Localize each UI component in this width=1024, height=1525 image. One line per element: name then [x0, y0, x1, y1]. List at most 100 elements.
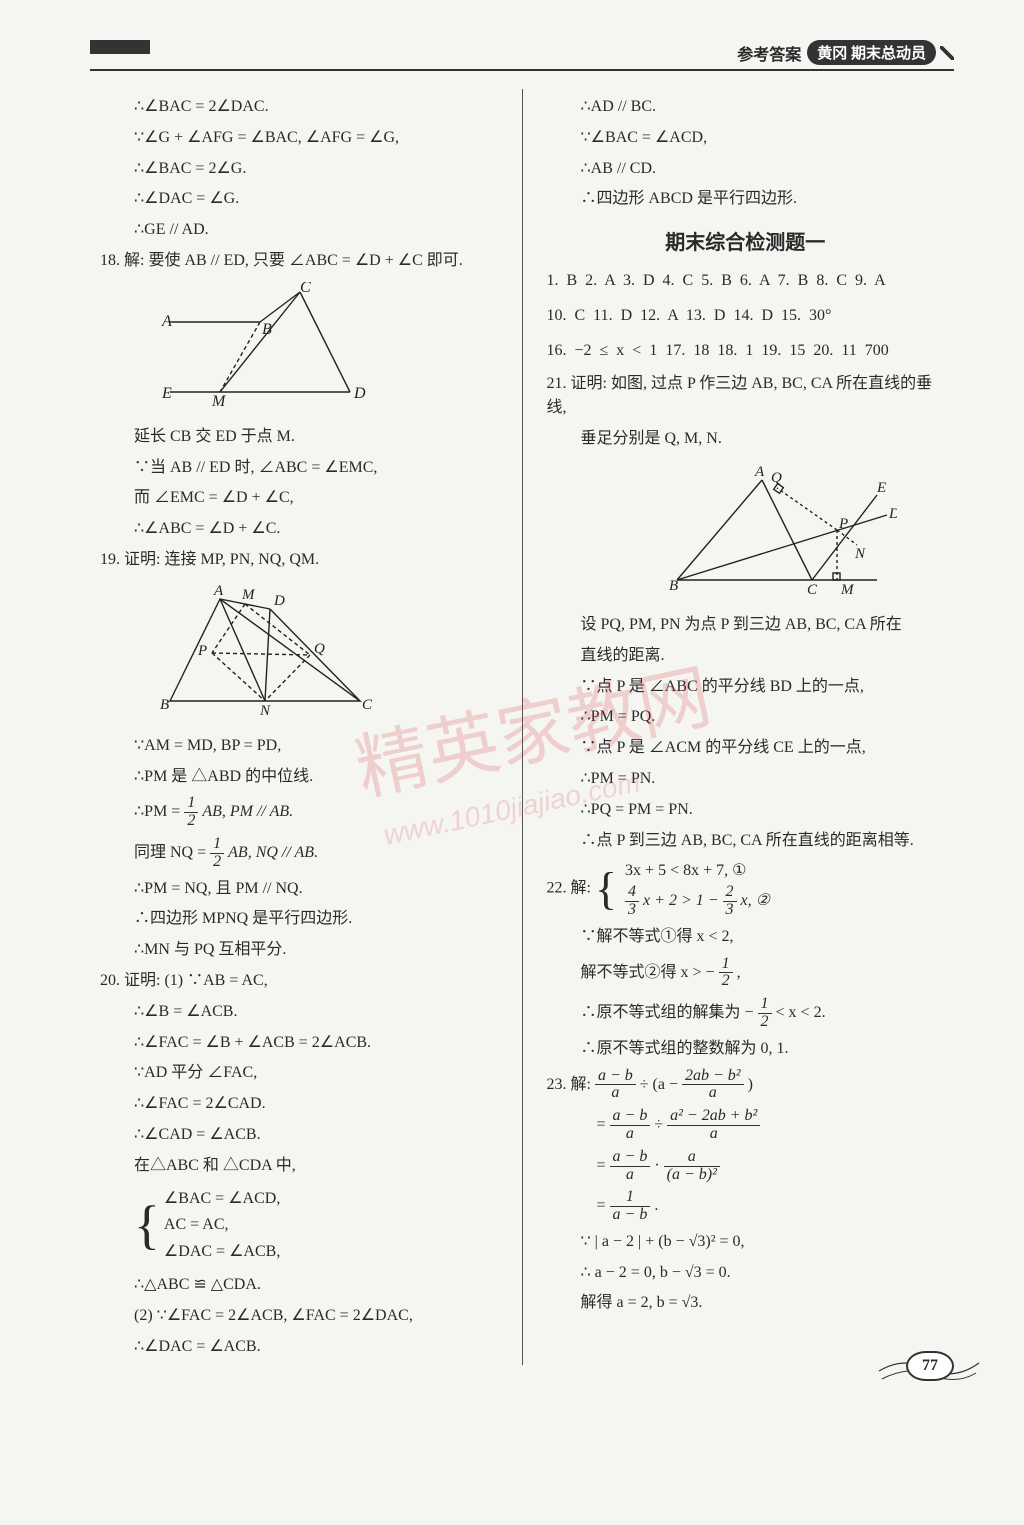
- system-line: 3x + 5 < 8x + 7, ①: [625, 859, 770, 884]
- answer-row: 1. B 2. A 3. D 4. C 5. B 6. A 7. B 8. C …: [547, 267, 945, 296]
- text: .: [654, 1197, 658, 1214]
- proof-line: 设 PQ, PM, PN 为点 P 到三边 AB, BC, CA 所在: [547, 613, 945, 638]
- proof-line: ∵解不等式①得 x < 2,: [547, 925, 945, 950]
- answer-row: 10. C 11. D 12. A 13. D 14. D 15. 30°: [547, 302, 945, 331]
- proof-line: 延长 CB 交 ED 于点 M.: [100, 425, 498, 450]
- text: x, ②: [741, 892, 770, 909]
- fraction: 12: [210, 836, 224, 871]
- proof-line: 直线的距离.: [547, 644, 945, 669]
- brace-system: { ∠BAC = ∠ACD, AC = AC, ∠DAC = ∠ACB,: [134, 1185, 498, 1267]
- question-23: 23. 解: a − ba ÷ (a − 2ab − b²a ): [547, 1068, 945, 1103]
- proof-line: ∴PQ = PM = PN.: [547, 798, 945, 823]
- question-19: 19. 证明: 连接 MP, PN, NQ, QM.: [100, 548, 498, 573]
- proof-line: ∴四边形 MPNQ 是平行四边形.: [100, 907, 498, 932]
- text: < x < 2.: [776, 1004, 826, 1021]
- proof-line: ∴四边形 ABCD 是平行四边形.: [547, 187, 945, 212]
- fig-label: P: [838, 516, 848, 532]
- text: ÷: [654, 1116, 667, 1133]
- text: AB, NQ // AB.: [228, 844, 318, 861]
- question-21: 21. 证明: 如图, 过点 P 作三边 AB, BC, CA 所在直线的垂线,: [547, 372, 945, 422]
- fraction: 43: [625, 884, 639, 919]
- fig-label: E: [876, 480, 886, 496]
- figure-21: A B C D E M N P Q: [667, 460, 945, 605]
- fig-label: P: [197, 643, 207, 659]
- fig-label: D: [888, 506, 897, 522]
- header-deco-icon: [940, 46, 954, 60]
- proof-line: ∴PM 是 △ABD 的中位线.: [100, 765, 498, 790]
- fraction: 12: [184, 795, 198, 830]
- figure-18: A B C D E M: [150, 282, 498, 417]
- text: ∴原不等式组的解集为 −: [581, 1004, 758, 1021]
- right-column: ∴AD // BC. ∵∠BAC = ∠ACD, ∴AB // CD. ∴四边形…: [523, 89, 955, 1365]
- fig-label: Q: [771, 470, 782, 486]
- proof-line: ∴∠ABC = ∠D + ∠C.: [100, 517, 498, 542]
- fig-label: M: [241, 587, 256, 603]
- fig-label: A: [754, 464, 765, 480]
- fraction: 12: [719, 956, 733, 991]
- fraction: a(a − b)²: [664, 1149, 720, 1184]
- page-number: 77: [906, 1351, 954, 1381]
- header-left-block: [90, 40, 150, 54]
- proof-line: ∴∠DAC = ∠ACB.: [100, 1335, 498, 1360]
- proof-line: ∴GE // AD.: [100, 218, 498, 243]
- proof-line: (2) ∵∠FAC = 2∠ACB, ∠FAC = 2∠DAC,: [100, 1304, 498, 1329]
- content-columns: ∴∠BAC = 2∠DAC. ∵∠G + ∠AFG = ∠BAC, ∠AFG =…: [90, 89, 954, 1365]
- proof-line: ∴△ABC ≌ △CDA.: [100, 1273, 498, 1298]
- question-18: 18. 解: 要使 AB // ED, 只要 ∠ABC = ∠D + ∠C 即可…: [100, 249, 498, 274]
- page-root: 参考答案 黄冈 期末总动员 精英家教网 www.1010jiajiao.com …: [0, 0, 1024, 1395]
- fig-label: C: [807, 582, 818, 598]
- fig-label: D: [273, 593, 285, 609]
- proof-line: ∴PM = PN.: [547, 767, 945, 792]
- text: ÷ (a −: [640, 1075, 682, 1092]
- question-22: 22. 解: { 3x + 5 < 8x + 7, ① 43 x + 2 > 1…: [547, 859, 945, 918]
- proof-line: ∴原不等式组的整数解为 0, 1.: [547, 1037, 945, 1062]
- proof-line: 而 ∠EMC = ∠D + ∠C,: [100, 486, 498, 511]
- system-content: 3x + 5 < 8x + 7, ① 43 x + 2 > 1 − 23 x, …: [625, 859, 770, 918]
- fraction: a² − 2ab + b²a: [667, 1108, 760, 1143]
- proof-line: ∴∠CAD = ∠ACB.: [100, 1123, 498, 1148]
- proof-line: ∴点 P 到三边 AB, BC, CA 所在直线的距离相等.: [547, 829, 945, 854]
- proof-line: ∵点 P 是 ∠ACM 的平分线 CE 上的一点,: [547, 736, 945, 761]
- system-line: 43 x + 2 > 1 − 23 x, ②: [625, 884, 770, 919]
- proof-line: = 1a − b .: [547, 1189, 945, 1224]
- proof-line: 解得 a = 2, b = √3.: [547, 1291, 945, 1316]
- fig-label: C: [362, 697, 373, 713]
- fig-label: M: [211, 393, 227, 410]
- proof-line: 同理 NQ = 12 AB, NQ // AB.: [100, 836, 498, 871]
- text: ): [748, 1075, 753, 1092]
- proof-line: 解不等式②得 x > − 12 ,: [547, 956, 945, 991]
- text: 22. 解:: [547, 880, 591, 897]
- proof-line: ∴PM = 12 AB, PM // AB.: [100, 795, 498, 830]
- fig-label: M: [840, 582, 855, 598]
- fig-label: N: [854, 546, 866, 562]
- system-line: ∠DAC = ∠ACB,: [164, 1240, 280, 1265]
- text: x + 2 > 1 −: [643, 892, 723, 909]
- fig-label: B: [669, 578, 678, 594]
- fraction: a − ba: [610, 1108, 651, 1143]
- proof-line: ∴∠FAC = ∠B + ∠ACB = 2∠ACB.: [100, 1031, 498, 1056]
- proof-line: ∴MN 与 PQ 互相平分.: [100, 938, 498, 963]
- header-badge: 黄冈 期末总动员: [807, 40, 936, 65]
- text: ,: [737, 964, 741, 981]
- text: =: [597, 1157, 610, 1174]
- proof-line: ∵点 P 是 ∠ABC 的平分线 BD 上的一点,: [547, 675, 945, 700]
- text: 同理 NQ =: [134, 844, 210, 861]
- proof-line: 在△ABC 和 △CDA 中,: [100, 1154, 498, 1179]
- proof-line: ∴原不等式组的解集为 − 12 < x < 2.: [547, 996, 945, 1031]
- text: AB, PM // AB.: [202, 803, 293, 820]
- text: =: [597, 1197, 610, 1214]
- proof-line: ∵ | a − 2 | + (b − √3)² = 0,: [547, 1230, 945, 1255]
- fig-label: B: [160, 697, 169, 713]
- fraction: a − ba: [595, 1068, 636, 1103]
- left-brace-icon: {: [595, 863, 617, 914]
- proof-line: = a − ba ÷ a² − 2ab + b²a: [547, 1108, 945, 1143]
- fig-label: B: [262, 321, 272, 338]
- page-header: 参考答案 黄冈 期末总动员: [90, 40, 954, 71]
- text: ·: [654, 1157, 663, 1174]
- proof-line: ∵AM = MD, BP = PD,: [100, 734, 498, 759]
- proof-line: 垂足分别是 Q, M, N.: [547, 427, 945, 452]
- fraction: 12: [758, 996, 772, 1031]
- fig-label: Q: [314, 641, 325, 657]
- fig-label: E: [161, 385, 172, 402]
- system-line: ∠BAC = ∠ACD,: [164, 1187, 280, 1212]
